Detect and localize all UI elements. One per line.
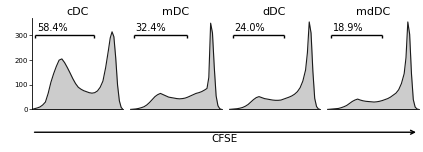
Text: 18.9%: 18.9% <box>333 23 363 33</box>
Title: cDC: cDC <box>66 7 88 17</box>
Title: dDC: dDC <box>263 7 286 17</box>
Text: CFSE: CFSE <box>211 134 237 144</box>
Text: 32.4%: 32.4% <box>136 23 166 33</box>
Text: 24.0%: 24.0% <box>234 23 265 33</box>
Text: 58.4%: 58.4% <box>37 23 68 33</box>
Title: mDC: mDC <box>162 7 190 17</box>
Title: mdDC: mdDC <box>356 7 390 17</box>
